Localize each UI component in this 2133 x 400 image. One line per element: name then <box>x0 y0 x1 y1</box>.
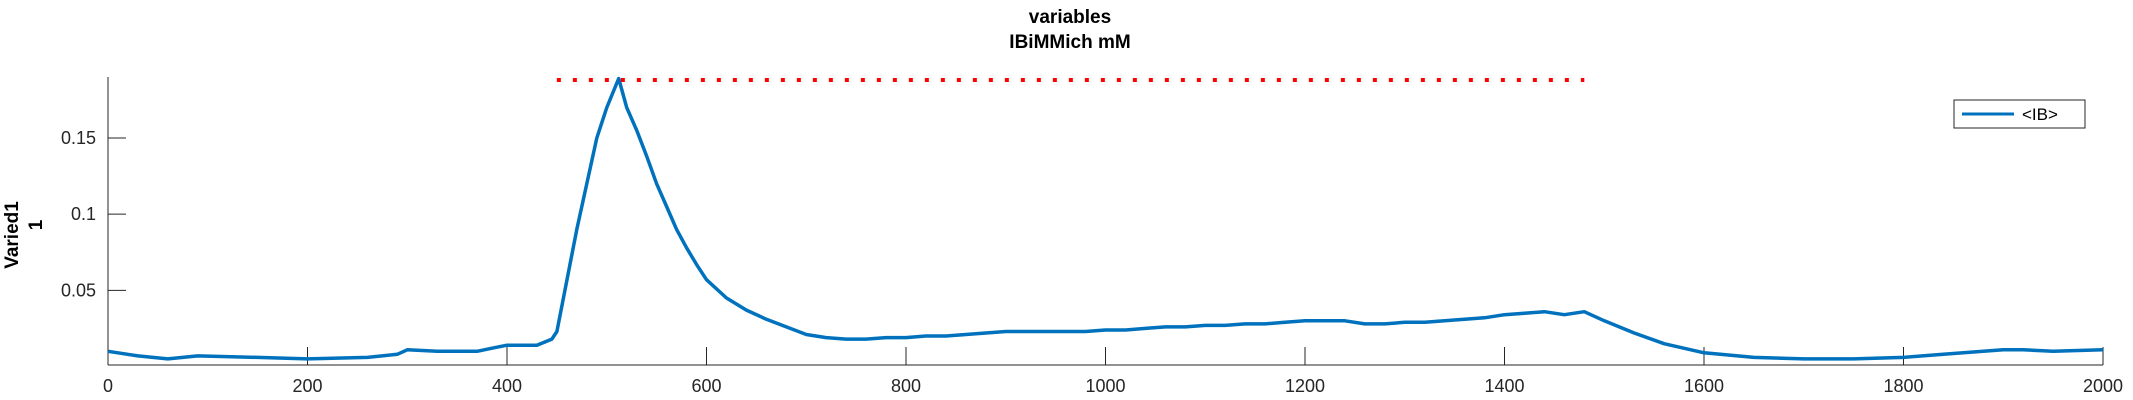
axes: 0 200 400 600 800 1000 1200 1400 1600 1800 2000 0.0… <box>61 77 2123 396</box>
x-tick-label: 1200 <box>1285 376 1325 396</box>
chart-title: variables IBiMMich mM <box>1009 7 1130 53</box>
y-axis-label-line-1: Varied1 <box>2 201 23 269</box>
x-tick-label: 1000 <box>1085 376 1125 396</box>
series-layer <box>107 76 2104 361</box>
x-tick-label: 800 <box>891 376 921 396</box>
x-tick-label: 1600 <box>1684 376 1724 396</box>
legend-label: <IB> <box>2022 105 2058 124</box>
x-tick-label: 1400 <box>1484 376 1524 396</box>
y-tick-label: 0.15 <box>61 128 96 148</box>
chart-title-line-2: IBiMMich mM <box>1009 32 1130 53</box>
x-tick-label: 0 <box>103 376 113 396</box>
x-tick-label: 400 <box>492 376 522 396</box>
chart-title-line-1: variables <box>1029 7 1111 28</box>
legend: <IB> <box>1953 99 2086 129</box>
y-tick-label: 0.05 <box>61 280 96 300</box>
x-tick-label: 1800 <box>1883 376 1923 396</box>
y-axis-label-line-2: 1 <box>26 219 47 230</box>
series-line-ib <box>107 76 2104 361</box>
y-tick-label: 0.1 <box>71 204 96 224</box>
x-tick-label: 600 <box>691 376 721 396</box>
x-tick-label: 200 <box>292 376 322 396</box>
x-tick-label: 2000 <box>2083 376 2123 396</box>
y-axis-label: Varied1 1 <box>2 201 47 269</box>
